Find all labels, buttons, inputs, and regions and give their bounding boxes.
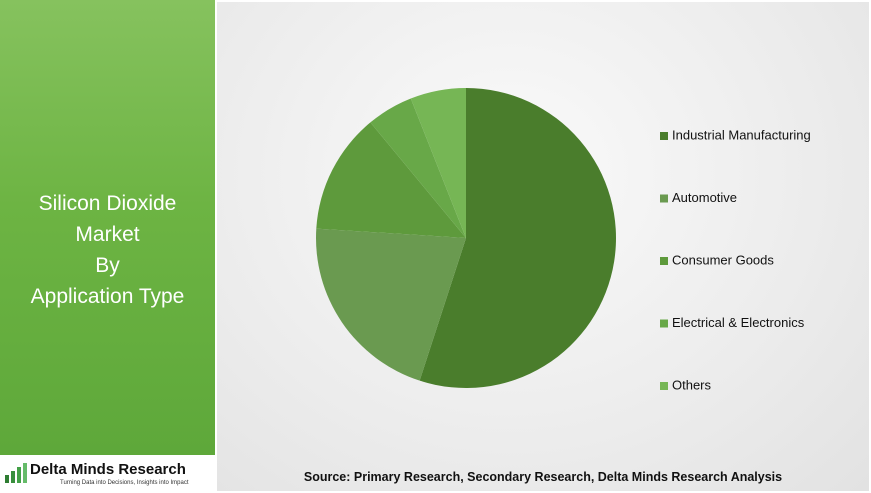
legend-label: Consumer Goods (672, 252, 774, 267)
legend-swatch (660, 319, 668, 328)
pie-slice (316, 122, 466, 238)
source-note: Source: Primary Research, Secondary Rese… (303, 470, 783, 484)
legend-swatch (660, 382, 668, 390)
legend-label: Electrical & Electronics (672, 315, 805, 330)
legend-label: Automotive (672, 190, 737, 205)
logo: Delta Minds Research Turning Data into D… (0, 455, 215, 493)
legend-label: Industrial Manufacturing (672, 127, 811, 142)
title-line: By (95, 254, 120, 277)
brand-name: Delta Minds Research (30, 461, 186, 478)
brand-tagline: Turning Data into Decisions, Insights in… (60, 480, 189, 486)
logo-icon (5, 463, 27, 483)
title-line: Market (75, 223, 140, 246)
title-line: Silicon Dioxide (38, 192, 177, 215)
legend-swatch (660, 194, 668, 203)
title-line: Application Type (30, 285, 185, 308)
pie-slice (419, 88, 617, 388)
pie-slice (410, 88, 466, 238)
legend-swatch (660, 132, 668, 140)
pie-slice (370, 98, 466, 238)
chart-title: Silicon Dioxide Market By Application Type (0, 188, 215, 312)
pie-slice (315, 228, 466, 381)
legend-label: Others (672, 377, 712, 392)
side-panel: Silicon Dioxide Market By Application Type (0, 0, 215, 455)
legend-swatch (660, 257, 668, 265)
